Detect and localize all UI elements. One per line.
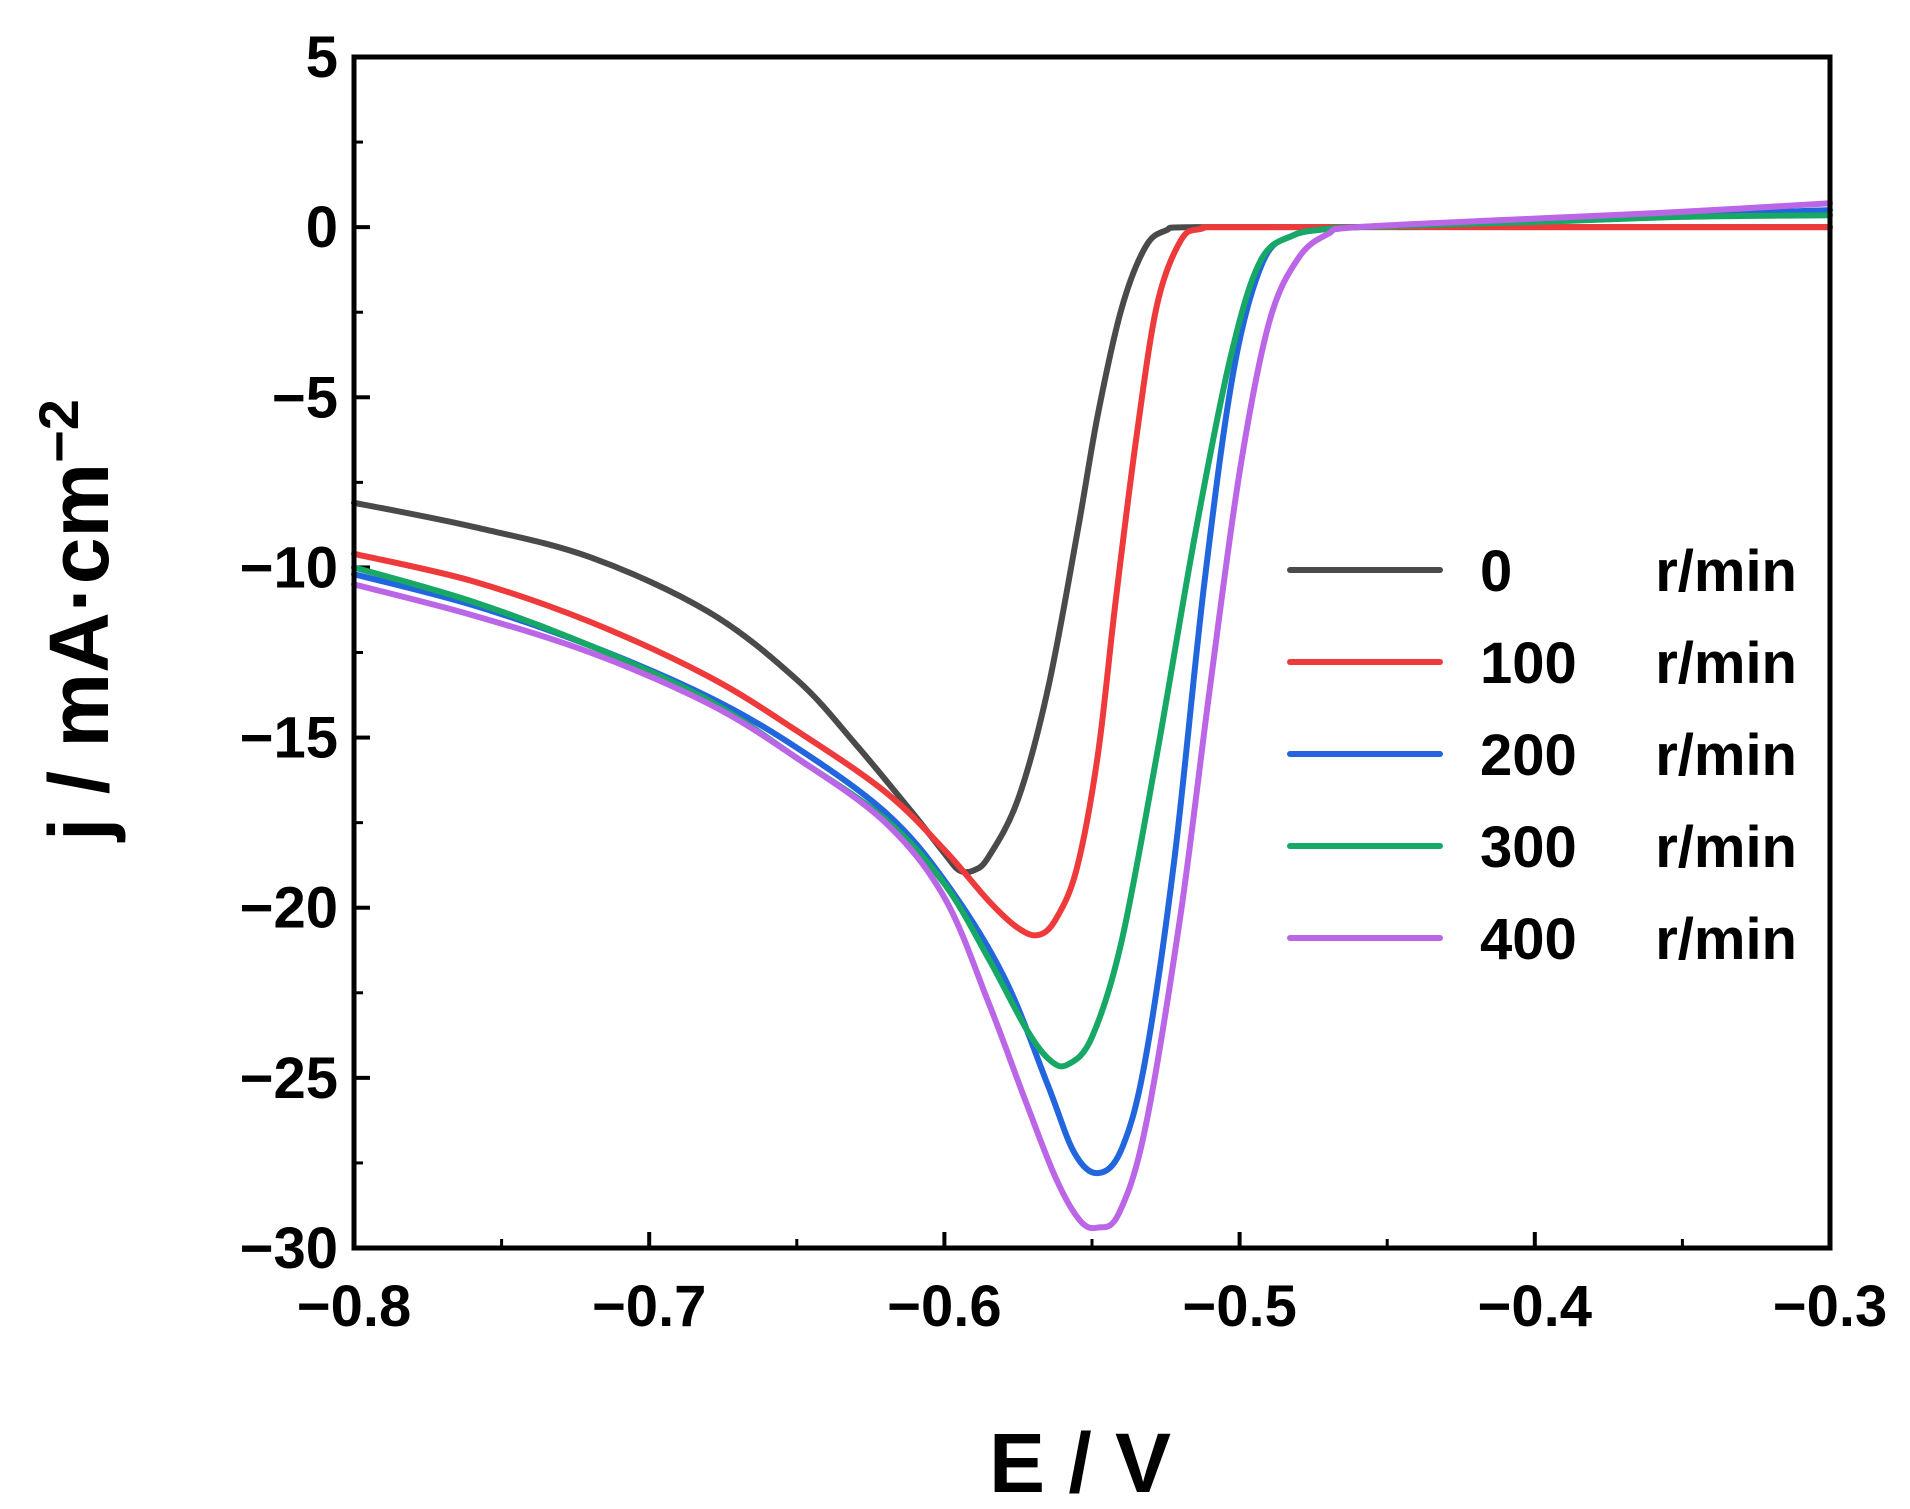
x-tick-label: −0.3 bbox=[1773, 1274, 1888, 1339]
legend-label-unit: r/min bbox=[1655, 631, 1797, 696]
legend-label-value: 400 bbox=[1480, 907, 1577, 972]
series-line-400 bbox=[351, 200, 1833, 1232]
y-axis-title: j / mA·cm−2 bbox=[27, 399, 126, 843]
x-tick-label: −0.8 bbox=[297, 1274, 412, 1339]
legend-label-value: 200 bbox=[1480, 723, 1577, 788]
y-axis-title-superscript: −2 bbox=[27, 399, 90, 463]
legend-label-value: 100 bbox=[1480, 631, 1577, 696]
x-tick-label: −0.5 bbox=[1182, 1274, 1297, 1339]
y-tick-label: −15 bbox=[240, 706, 338, 771]
y-tick-label: −10 bbox=[240, 535, 338, 600]
x-tick-label: −0.7 bbox=[592, 1274, 707, 1339]
x-tick-label: −0.6 bbox=[887, 1274, 1002, 1339]
ticks-layer bbox=[352, 55, 1832, 1250]
legend-label-unit: r/min bbox=[1655, 907, 1797, 972]
series-layer bbox=[351, 200, 1833, 1232]
series-line-100 bbox=[351, 224, 1833, 939]
series-line-200 bbox=[351, 207, 1833, 1177]
y-axis-title-main: j / mA·cm bbox=[32, 463, 126, 843]
y-tick-label: −30 bbox=[240, 1216, 338, 1281]
x-axis-title: E / V bbox=[989, 1416, 1171, 1509]
legend-label-value: 0 bbox=[1480, 539, 1512, 604]
legend: 0 r/min 100 r/min 200 r/min 300 r/min 400 r/min bbox=[1287, 539, 1797, 972]
y-tick-label: 5 bbox=[306, 25, 338, 90]
legend-label-value: 300 bbox=[1480, 815, 1577, 880]
y-tick-label: −5 bbox=[272, 365, 338, 430]
x-tick-label: −0.4 bbox=[1478, 1274, 1593, 1339]
legend-label-unit: r/min bbox=[1655, 815, 1797, 880]
y-tick-label: 0 bbox=[306, 195, 338, 260]
labels-layer: −0.8 −0.7 −0.6 −0.5 −0.4 −0.3 5 0 −5 −10 −15 −20 −25… bbox=[240, 25, 1888, 1339]
legend-label-unit: r/min bbox=[1655, 723, 1797, 788]
y-tick-label: −25 bbox=[240, 1046, 338, 1111]
y-tick-label: −20 bbox=[240, 876, 338, 941]
plot-frame bbox=[351, 54, 1833, 1251]
legend-label-unit: r/min bbox=[1655, 539, 1797, 604]
series-line-300 bbox=[351, 212, 1833, 1070]
